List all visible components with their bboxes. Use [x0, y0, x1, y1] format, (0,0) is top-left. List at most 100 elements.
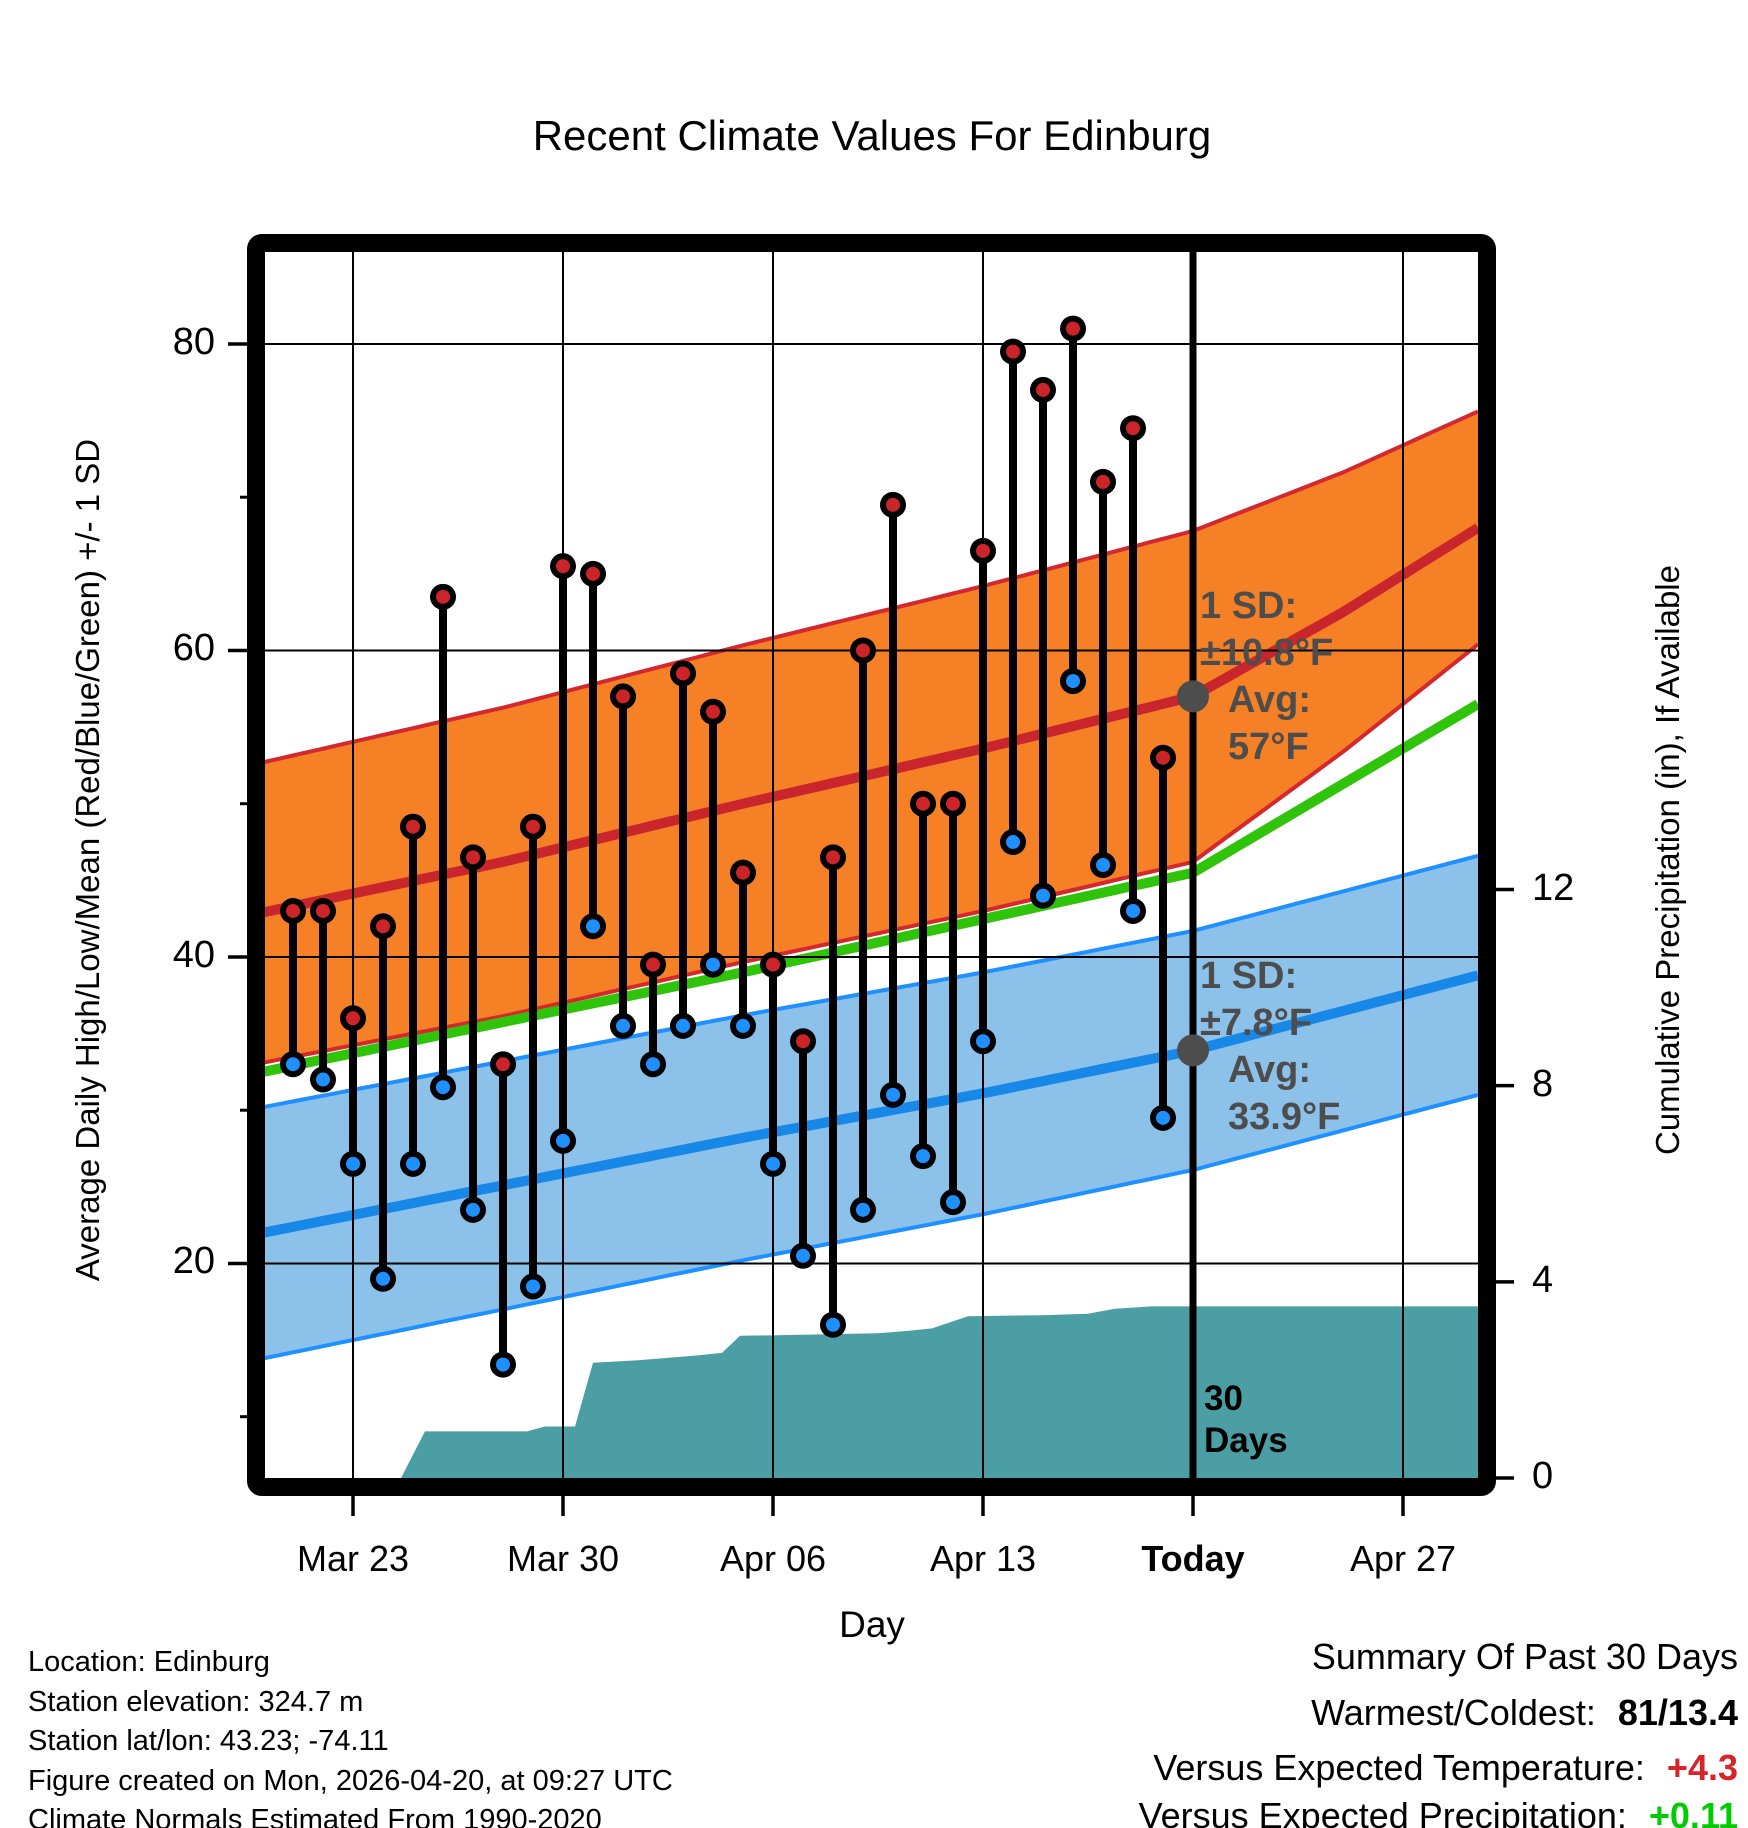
high-sd-annotation-line: ±10.8°F — [1200, 632, 1334, 674]
high-dot — [1006, 344, 1020, 359]
low-dot — [706, 957, 720, 972]
low-dot — [1156, 1110, 1170, 1125]
high-dot — [436, 589, 450, 604]
y-right-tick-label-0: 0 — [1532, 1455, 1554, 1497]
footer-elevation: Station elevation: 324.7 m — [28, 1685, 364, 1718]
day-stem-mar-28 — [490, 1051, 516, 1378]
low-dot — [616, 1018, 630, 1033]
low-dot — [466, 1202, 480, 1217]
y-left-tick-label-20: 20 — [172, 1240, 215, 1283]
low-sd-annotation-line: 1 SD: — [1200, 955, 1298, 997]
day-stem-apr-10 — [880, 491, 906, 1108]
high-dot — [1156, 750, 1170, 765]
high-dot — [616, 689, 630, 704]
high-dot — [886, 497, 900, 512]
footer-normals: Climate Normals Estimated From 1990-2020 — [28, 1804, 602, 1828]
plot-area — [265, 252, 1478, 1478]
low-band-upper-edge — [265, 853, 1478, 1109]
avg-high-today-dot — [1177, 680, 1209, 713]
x-tick-label-apr-13: Apr 13 — [929, 1538, 1037, 1579]
high-dot — [676, 666, 690, 681]
high-dot — [736, 865, 750, 880]
high-band-lower-edge — [265, 642, 1478, 1065]
low-dot — [766, 1156, 780, 1171]
low-dot — [796, 1248, 810, 1263]
day-stem-mar-23 — [340, 1005, 366, 1177]
day-stem-mar-24 — [370, 913, 396, 1292]
low-dot — [586, 919, 600, 934]
low-sd-annotation-line: ±7.8°F — [1200, 1002, 1313, 1044]
daily-mean-line — [265, 699, 1478, 1077]
summary-heading: Summary Of Past 30 Days — [1311, 1636, 1738, 1677]
avg-low-today-dot — [1177, 1034, 1209, 1067]
high-dot — [376, 919, 390, 934]
day-stem-mar-21 — [280, 897, 306, 1078]
low-dot — [316, 1072, 330, 1087]
high-dot — [796, 1034, 810, 1049]
y-left-tick-label-40: 40 — [172, 933, 215, 976]
high-dot — [316, 903, 330, 918]
high-dot — [496, 1057, 510, 1072]
x-tick-label-today: Today — [1141, 1538, 1245, 1579]
day-stem-apr-08 — [820, 844, 846, 1338]
high-dot — [406, 819, 420, 834]
page-title: Recent Climate Values For Edinburg — [532, 112, 1212, 159]
x-axis-label: Day — [839, 1604, 905, 1645]
day-stem-apr-02 — [640, 951, 666, 1078]
low-dot — [286, 1057, 300, 1072]
low-dot — [1126, 903, 1140, 918]
high-sd-annotation-line: Avg: — [1228, 679, 1312, 721]
low-band-lower-edge — [265, 1092, 1478, 1361]
high-dot — [946, 796, 960, 811]
day-stem-apr-16 — [1060, 315, 1086, 695]
day-stem-mar-26 — [430, 583, 456, 1101]
x-tick-label-mar-23: Mar 23 — [296, 1538, 410, 1579]
high-dot — [766, 957, 780, 972]
high-band-upper-edge — [265, 409, 1478, 764]
high-dot — [1036, 382, 1050, 397]
low-dot — [376, 1271, 390, 1286]
high-dot — [586, 566, 600, 581]
low-dot — [856, 1202, 870, 1217]
summary-label: Versus Expected Temperature: — [1153, 1747, 1645, 1788]
station-footer: Location: Edinburg Station elevation: 32… — [28, 1643, 673, 1828]
low-dot — [946, 1195, 960, 1210]
high-dot — [826, 850, 840, 865]
high-dot — [346, 1011, 360, 1026]
y-axis-left-label: Average Daily High/Low/Mean (Red/Blue/Gr… — [69, 438, 106, 1282]
low-dot — [976, 1034, 990, 1049]
low-sd-annotation-line: 33.9°F — [1228, 1096, 1341, 1138]
low-dot — [916, 1149, 930, 1164]
low-dot — [736, 1018, 750, 1033]
low-dot — [1066, 674, 1080, 689]
footer-created: Figure created on Mon, 2026-04-20, at 09… — [28, 1764, 673, 1797]
high-dot — [646, 957, 660, 972]
high-dot — [526, 819, 540, 834]
day-stem-apr-13 — [970, 537, 996, 1055]
summary-row-vs-precipitation: Versus Expected Precipitation: +0.11 — [1139, 1795, 1738, 1828]
low-dot — [556, 1133, 570, 1148]
y-left-tick-label-80: 80 — [172, 320, 215, 363]
day-stem-apr-14 — [1000, 338, 1026, 856]
day-stem-mar-25 — [400, 813, 426, 1177]
low-dot — [346, 1156, 360, 1171]
day-stem-mar-27 — [460, 844, 486, 1223]
footer-latlon: Station lat/lon: 43.23; -74.11 — [28, 1725, 389, 1757]
cumulative-precip-area — [265, 1306, 1478, 1478]
day-stem-mar-22 — [310, 897, 336, 1093]
high-dot — [556, 559, 570, 574]
day-stem-apr-07 — [790, 1028, 816, 1269]
low-sd-annotation-line: Avg: — [1228, 1049, 1312, 1091]
high-sd-annotation-line: 57°F — [1228, 726, 1309, 768]
summary-row-warmest-coldest: Warmest/Coldest: 81/13.4 — [1311, 1692, 1738, 1734]
summary-value: 81/13.4 — [1617, 1692, 1738, 1733]
day-stem-apr-01 — [610, 683, 636, 1039]
high-dot — [916, 796, 930, 811]
y-right-tick-label-8: 8 — [1532, 1062, 1554, 1105]
summary-value: +0.11 — [1648, 1795, 1738, 1828]
period-30-days-label: Days — [1204, 1421, 1288, 1460]
day-stem-apr-15 — [1030, 376, 1056, 909]
y-right-tick-label-4: 4 — [1532, 1258, 1554, 1301]
